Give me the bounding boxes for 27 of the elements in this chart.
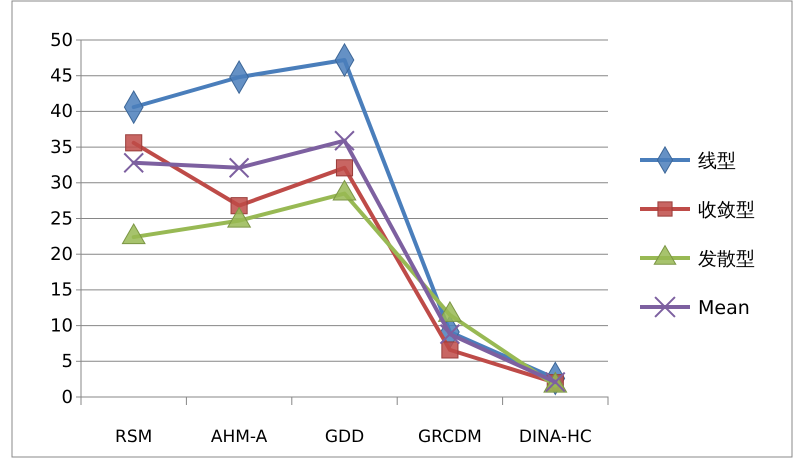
point xyxy=(123,152,144,174)
point xyxy=(441,341,458,358)
point xyxy=(228,157,250,178)
x-tick-label: GRCDM xyxy=(418,427,482,447)
point xyxy=(439,324,460,345)
legend-label: 收敛型 xyxy=(698,199,755,221)
y-tick-label: 30 xyxy=(50,172,73,194)
point xyxy=(336,159,354,176)
legend-label: Mean xyxy=(698,297,750,319)
point xyxy=(125,134,142,152)
y-tick-label: 5 xyxy=(62,351,73,372)
y-tick-label: 0 xyxy=(62,386,73,408)
y-tick-label: 45 xyxy=(50,65,73,86)
legend-label: 发散型 xyxy=(698,248,755,270)
y-tick-label: 40 xyxy=(50,101,73,122)
y-tick-label: 35 xyxy=(50,136,73,158)
legend-label: 线型 xyxy=(698,150,736,172)
point xyxy=(334,130,355,152)
x-tick-label: RSM xyxy=(115,427,152,447)
x-tick-label: GDD xyxy=(324,427,364,447)
y-tick-label: 25 xyxy=(50,208,73,230)
x-tick-label: AHM-A xyxy=(210,427,268,447)
y-tick-label: 50 xyxy=(50,30,73,51)
y-tick-label: 20 xyxy=(50,244,73,265)
y-tick-label: 10 xyxy=(50,315,73,336)
y-tick-label: 15 xyxy=(50,280,73,301)
x-tick-label: DINA-HC xyxy=(518,427,592,447)
